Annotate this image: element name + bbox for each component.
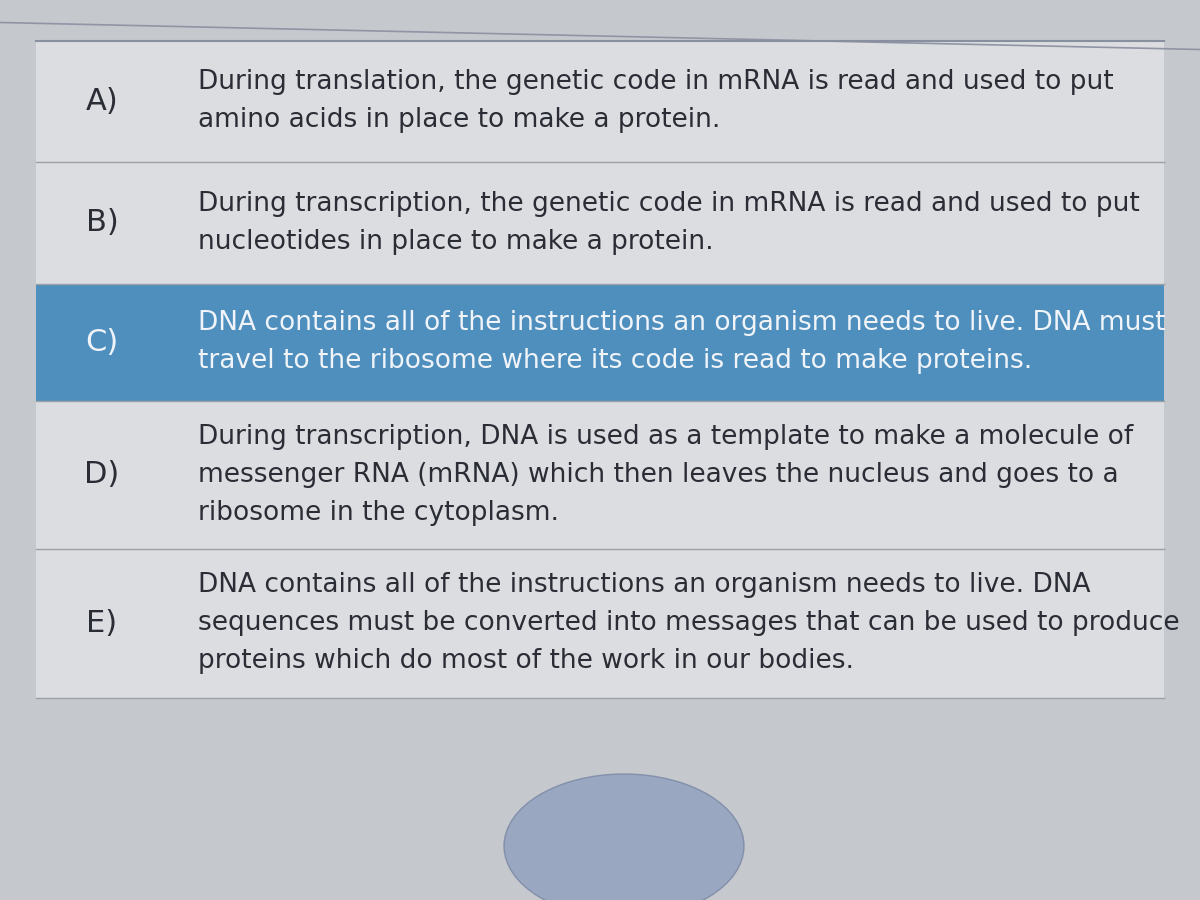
Bar [36,162,1164,284]
Bar [36,549,1164,698]
Text: nucleotides in place to make a protein.: nucleotides in place to make a protein. [198,229,714,255]
Bar [36,400,1164,549]
Text: B): B) [85,208,119,238]
Ellipse shape [504,774,744,900]
Bar [36,40,1164,162]
Text: C): C) [85,328,119,356]
Text: sequences must be converted into messages that can be used to produce: sequences must be converted into message… [198,610,1180,636]
Text: During transcription, the genetic code in mRNA is read and used to put: During transcription, the genetic code i… [198,191,1140,217]
Bar [36,284,1164,400]
Text: E): E) [86,608,118,638]
Text: DNA contains all of the instructions an organism needs to live. DNA: DNA contains all of the instructions an … [198,572,1091,598]
Text: proteins which do most of the work in our bodies.: proteins which do most of the work in ou… [198,648,854,674]
Text: messenger RNA (mRNA) which then leaves the nucleus and goes to a: messenger RNA (mRNA) which then leaves t… [198,462,1118,488]
Text: DNA contains all of the instructions an organism needs to live. DNA must: DNA contains all of the instructions an … [198,310,1165,336]
Text: amino acids in place to make a protein.: amino acids in place to make a protein. [198,107,720,133]
Text: travel to the ribosome where its code is read to make proteins.: travel to the ribosome where its code is… [198,348,1032,374]
Text: A): A) [85,86,119,116]
Text: D): D) [84,460,120,490]
Text: During translation, the genetic code in mRNA is read and used to put: During translation, the genetic code in … [198,69,1114,95]
Text: During transcription, DNA is used as a template to make a molecule of: During transcription, DNA is used as a t… [198,424,1133,450]
Text: ribosome in the cytoplasm.: ribosome in the cytoplasm. [198,500,559,526]
